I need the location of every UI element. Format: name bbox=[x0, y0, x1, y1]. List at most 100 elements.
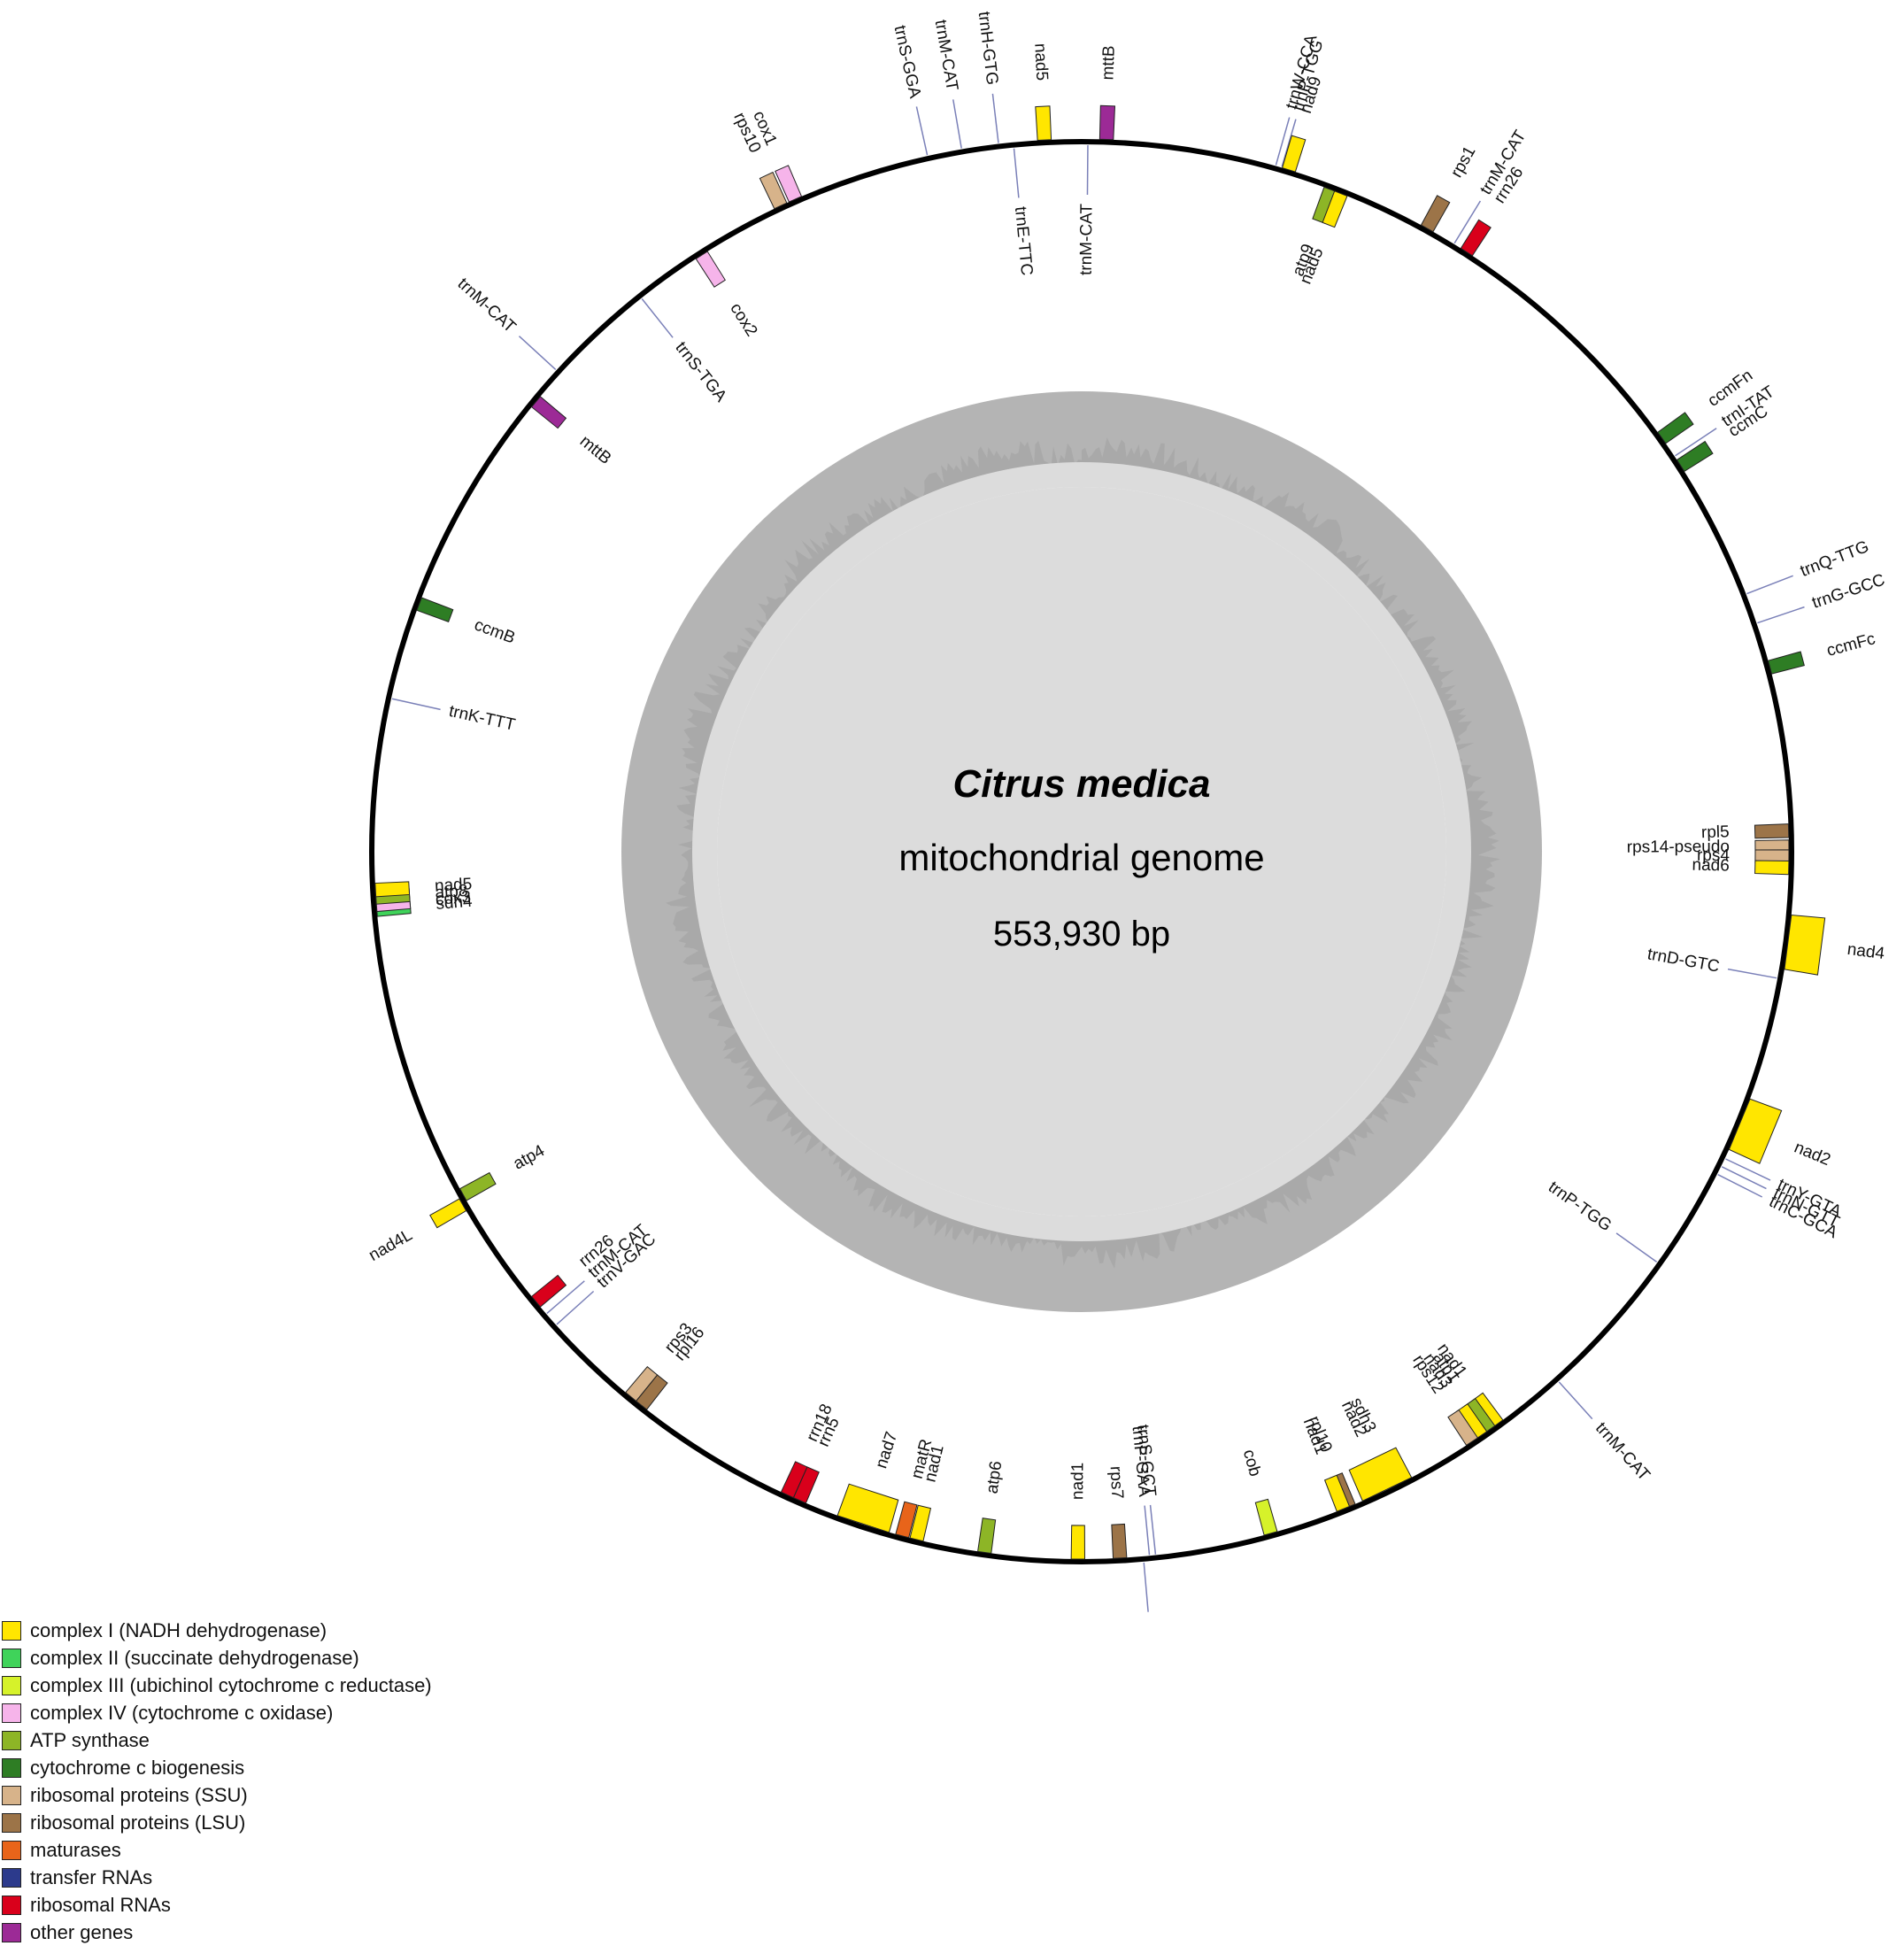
legend-label: ribosomal proteins (LSU) bbox=[30, 1811, 245, 1834]
legend-label: complex I (NADH dehydrogenase) bbox=[30, 1619, 327, 1642]
trna-tick bbox=[557, 1291, 594, 1324]
gene-label: rps7 bbox=[1106, 1465, 1127, 1499]
legend-item: transfer RNAs bbox=[0, 1864, 432, 1891]
legend-item: maturases bbox=[0, 1836, 432, 1864]
gene-block bbox=[1658, 413, 1693, 444]
gene-label: trnM-CAT bbox=[1592, 1419, 1653, 1485]
gene-label: ccmB bbox=[472, 615, 518, 647]
gene-label: trnE-TTC bbox=[1011, 205, 1036, 276]
gene-block bbox=[978, 1518, 996, 1554]
gene-block bbox=[696, 251, 725, 287]
trna-tick bbox=[1725, 1159, 1770, 1180]
gene-atp4: atp4 bbox=[459, 1141, 548, 1201]
legend-label: transfer RNAs bbox=[30, 1866, 152, 1889]
gene-label: nad2 bbox=[1792, 1139, 1833, 1170]
legend-label: ribosomal proteins (SSU) bbox=[30, 1784, 248, 1807]
gene-label: rps1 bbox=[1447, 143, 1479, 181]
legend-swatch bbox=[2, 1731, 21, 1750]
gene-block bbox=[1036, 106, 1052, 141]
gene-rps7: rps7 bbox=[1106, 1465, 1127, 1558]
gene-mttb: mttB bbox=[1098, 45, 1118, 140]
gene-block bbox=[375, 882, 410, 897]
gene-block bbox=[430, 1199, 466, 1228]
gene-label: trnS-TGA bbox=[671, 338, 730, 405]
legend-item: other genes bbox=[0, 1919, 432, 1946]
gene-rps1: rps1 bbox=[1421, 143, 1479, 232]
gene-block bbox=[837, 1484, 898, 1533]
trna-tick bbox=[519, 336, 555, 370]
trna-tick bbox=[1014, 149, 1019, 198]
gene-ccmb: ccmB bbox=[417, 598, 518, 648]
gene-label: trnS-GGA bbox=[890, 24, 924, 100]
gene-label: mttB bbox=[576, 432, 614, 468]
trna-tick bbox=[1746, 575, 1792, 593]
gene-block bbox=[1099, 105, 1114, 140]
trna-tick bbox=[642, 298, 673, 337]
trna-tick bbox=[1757, 607, 1804, 623]
gene-trne-ttc: trnE-TTC bbox=[1011, 149, 1036, 276]
legend-item: ribosomal proteins (LSU) bbox=[0, 1809, 432, 1836]
legend-item: cytochrome c biogenesis bbox=[0, 1754, 432, 1781]
gene-label: trnM-CAT bbox=[1077, 204, 1097, 275]
legend-item: complex IV (cytochrome c oxidase) bbox=[0, 1699, 432, 1726]
gene-block bbox=[1785, 915, 1825, 976]
legend-item: complex II (succinate dehydrogenase) bbox=[0, 1644, 432, 1672]
legend-item: ATP synthase bbox=[0, 1726, 432, 1754]
gene-atp6: atp6 bbox=[978, 1460, 1006, 1553]
legend-item: complex III (ubichinol cytochrome c redu… bbox=[0, 1672, 432, 1699]
gene-trns-tga: trnS-TGA bbox=[642, 298, 730, 405]
gene-trna-tgc: trnA-TGC bbox=[1140, 1563, 1165, 1620]
gene-label: nad1 bbox=[1068, 1463, 1087, 1500]
gene-label: nad5 bbox=[1030, 42, 1051, 81]
gene-label: trnP-TGG bbox=[1545, 1178, 1615, 1235]
legend-item: complex I (NADH dehydrogenase) bbox=[0, 1617, 432, 1644]
gene-block bbox=[1071, 1525, 1084, 1559]
gene-block bbox=[1729, 1099, 1781, 1163]
gene-label: trnG-GCC bbox=[1809, 571, 1887, 613]
legend-item: ribosomal RNAs bbox=[0, 1891, 432, 1919]
gene-label: nad4 bbox=[1846, 940, 1886, 963]
gene-nad7: nad7 bbox=[837, 1430, 901, 1533]
gene-trnm-cat: trnM-CAT bbox=[1559, 1382, 1653, 1485]
gene-trnp-tgg: trnP-TGG bbox=[1545, 1178, 1657, 1262]
legend-item: ribosomal proteins (SSU) bbox=[0, 1781, 432, 1809]
trna-tick bbox=[1151, 1505, 1156, 1555]
legend-swatch bbox=[2, 1923, 21, 1942]
legend-swatch bbox=[2, 1868, 21, 1888]
gene-nad4l: nad4L bbox=[366, 1199, 466, 1265]
gene-trnh-gtg: trnH-GTG bbox=[975, 11, 1002, 143]
legend-swatch bbox=[2, 1813, 21, 1833]
gene-label: atp4 bbox=[510, 1141, 548, 1174]
legend-label: other genes bbox=[30, 1921, 133, 1944]
gene-label: atp6 bbox=[983, 1460, 1006, 1495]
legend-label: complex IV (cytochrome c oxidase) bbox=[30, 1702, 333, 1725]
gene-ccmfc: ccmFc bbox=[1769, 629, 1877, 674]
gene-label: trnM-CAT bbox=[931, 19, 961, 93]
gene-nad4: nad4 bbox=[1785, 915, 1886, 976]
gene-trnm-cat: trnM-CAT bbox=[931, 19, 962, 149]
trna-tick bbox=[1616, 1233, 1657, 1263]
genome-size: 553,930 bp bbox=[993, 915, 1170, 954]
trna-tick bbox=[1728, 969, 1777, 978]
legend-label: ribosomal RNAs bbox=[30, 1894, 171, 1917]
legend-swatch bbox=[2, 1841, 21, 1860]
legend-swatch bbox=[2, 1758, 21, 1778]
gene-trnm-cat: trnM-CAT bbox=[454, 274, 556, 369]
gene-trnm-cat: trnM-CAT bbox=[547, 1221, 651, 1314]
trna-tick bbox=[1718, 1175, 1762, 1197]
gene-label: nad7 bbox=[872, 1430, 901, 1471]
trna-tick bbox=[1722, 1167, 1766, 1189]
gene-label: nad4L bbox=[366, 1226, 415, 1265]
gene-nad5: nad5 bbox=[1030, 42, 1051, 140]
gene-trng-gcc: trnG-GCC bbox=[1757, 571, 1887, 623]
gene-block bbox=[1755, 861, 1789, 875]
trna-tick bbox=[1559, 1382, 1592, 1419]
gene-label: trnM-CAT bbox=[454, 274, 520, 336]
trna-tick bbox=[953, 99, 961, 148]
gene-label: trnK-TTT bbox=[447, 702, 517, 735]
gene-label: trnQ-TTG bbox=[1798, 537, 1871, 581]
gene-nad1: nad1 bbox=[1068, 1463, 1087, 1559]
gene-block bbox=[1421, 196, 1449, 232]
trna-tick bbox=[1145, 1506, 1149, 1556]
